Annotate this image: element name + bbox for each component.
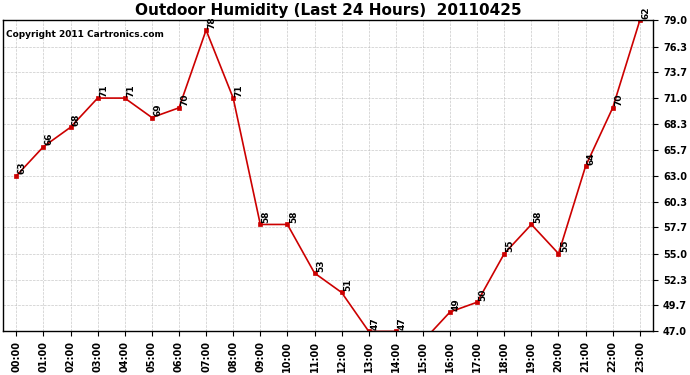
Text: 58: 58: [289, 211, 298, 223]
Text: 49: 49: [451, 298, 460, 310]
Text: 63: 63: [18, 162, 27, 174]
Text: 58: 58: [262, 211, 270, 223]
Text: 51: 51: [343, 279, 352, 291]
Text: 71: 71: [126, 84, 135, 97]
Text: 47: 47: [397, 317, 406, 330]
Text: 69: 69: [153, 104, 162, 116]
Text: 66: 66: [45, 133, 54, 145]
Text: 64: 64: [587, 152, 596, 165]
Text: 46: 46: [0, 374, 1, 375]
Text: 47: 47: [370, 317, 379, 330]
Text: 53: 53: [316, 259, 325, 272]
Text: 55: 55: [506, 240, 515, 252]
Text: 55: 55: [560, 240, 569, 252]
Text: 70: 70: [180, 94, 189, 106]
Text: 58: 58: [533, 211, 542, 223]
Text: 70: 70: [614, 94, 623, 106]
Text: 68: 68: [72, 113, 81, 126]
Text: 50: 50: [479, 288, 488, 301]
Text: 62: 62: [641, 6, 650, 19]
Text: Copyright 2011 Cartronics.com: Copyright 2011 Cartronics.com: [6, 30, 164, 39]
Text: 71: 71: [235, 84, 244, 97]
Text: 78: 78: [208, 16, 217, 28]
Title: Outdoor Humidity (Last 24 Hours)  20110425: Outdoor Humidity (Last 24 Hours) 2011042…: [135, 3, 522, 18]
Text: 71: 71: [99, 84, 108, 97]
